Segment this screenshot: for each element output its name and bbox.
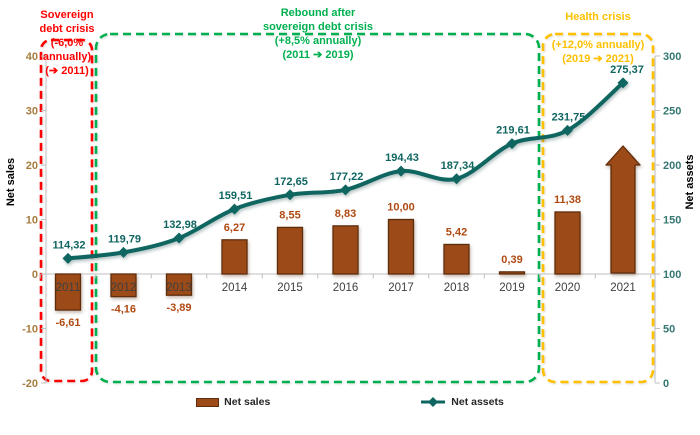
line-marker-2015: [284, 189, 296, 201]
net-sales-bars: [54, 145, 641, 311]
left-axis-tick-label: -20: [22, 378, 38, 390]
year-label-2018: 2018: [444, 282, 470, 294]
growth-arrow-2021: [605, 145, 641, 274]
line-marker-2018: [451, 173, 462, 185]
line-marker-2016: [340, 184, 351, 196]
bar-2012: [110, 273, 137, 298]
year-label-2019: 2019: [499, 282, 525, 294]
line-marker-2021: [617, 77, 629, 89]
year-label-2020: 2020: [555, 282, 581, 294]
line-value-label: 275,37: [610, 64, 644, 76]
right-axis-tick-label: 0: [663, 378, 669, 390]
bar-value-label: 8,83: [335, 208, 356, 220]
net-assets-line: [62, 77, 629, 264]
line-value-label: 159,51: [219, 190, 253, 202]
bar-value-label: 10,00: [387, 202, 415, 214]
bar-swatch-icon: [196, 397, 220, 407]
legend-label: Net assets: [451, 396, 504, 408]
year-label-2013: 2013: [166, 282, 192, 294]
bar-value-label: 5,42: [446, 226, 467, 238]
bar-value-label: 8,55: [279, 209, 300, 221]
line-swatch-icon: [421, 397, 446, 407]
year-label-2016: 2016: [333, 282, 359, 294]
line-value-label: 119,79: [108, 233, 141, 245]
year-label-2011: 2011: [56, 282, 81, 294]
value-labels: -6,61 -4,16 -3,89 6,27 8,55 8,83 10,00 5,42 0,39…: [52, 64, 643, 329]
right-axis-tick-label: 150: [663, 215, 681, 227]
right-axis-tick-label: 250: [663, 106, 681, 118]
line-value-label: 187,34: [441, 160, 476, 172]
line-marker-2013: [173, 232, 185, 244]
line-value-label: 177,22: [330, 171, 364, 183]
year-label-2014: 2014: [222, 282, 248, 294]
legend-item-net-sales: Net sales: [196, 396, 270, 408]
line-value-label: 172,65: [274, 176, 308, 188]
bar-2011: [54, 273, 82, 311]
bar-2013: [165, 273, 193, 296]
bar-2017: [387, 218, 415, 275]
line-value-label: 194,43: [385, 152, 419, 164]
right-axis-tick-label: 200: [663, 160, 681, 172]
left-axis-tick-label: 40: [26, 51, 38, 63]
legend-marker: [428, 397, 439, 407]
legend-label: Net sales: [224, 396, 271, 408]
bar-2014: [221, 239, 248, 275]
annotation-box-rebound-after-crisis: [94, 32, 541, 384]
bar-2018: [443, 243, 470, 275]
line-marker-2012: [118, 246, 129, 258]
bar-value-label: 11,38: [554, 194, 581, 206]
right-axis-title: Net assets: [684, 154, 696, 210]
annotation-box-health-crisis: [541, 32, 655, 384]
line-value-label: 231,75: [552, 111, 586, 123]
bar-value-label: -6,61: [55, 317, 80, 329]
year-label-2021: 2021: [610, 282, 636, 294]
bar-value-label: 0,39: [501, 254, 522, 266]
bar-2016: [332, 225, 359, 275]
bar-2020: [554, 211, 581, 275]
left-axis-tick-label: -10: [22, 324, 38, 336]
line-value-label: 132,98: [163, 219, 197, 231]
bar-value-label: 6,27: [224, 222, 245, 234]
left-axis-tick-label: 30: [26, 106, 38, 118]
bar-2019: [498, 271, 526, 275]
bar-2015: [276, 226, 304, 275]
legend: Net sales Net assets: [0, 396, 700, 408]
line-value-label: 219,61: [496, 125, 530, 137]
year-label-2015: 2015: [277, 282, 303, 294]
left-axis-title: Net sales: [5, 157, 17, 207]
bar-value-label: -4,16: [111, 304, 136, 316]
line-marker-2014: [229, 203, 240, 215]
bar-value-label: -3,89: [166, 302, 191, 314]
right-axis-tick-label: 50: [663, 324, 675, 336]
left-axis-tick-label: 0: [32, 269, 38, 281]
year-label-2012: 2012: [111, 282, 137, 294]
line-marker-2011: [62, 252, 74, 264]
left-axis-tick-label: 10: [26, 215, 38, 227]
annotation-box-sovereign-debt-crisis: [39, 38, 94, 383]
annotation-boxes: [39, 32, 655, 384]
line-marker-2017: [395, 165, 407, 177]
line-value-label: 114,32: [52, 239, 85, 251]
right-axis-tick-label: 300: [663, 51, 681, 63]
left-axis-tick-label: 20: [26, 160, 38, 172]
right-axis-tick-label: 100: [663, 269, 681, 281]
legend-item-net-assets: Net assets: [420, 396, 504, 408]
line-marker-2019: [506, 138, 518, 150]
year-label-2017: 2017: [388, 282, 414, 294]
category-labels: 2011 2012 2013 2014 2015 2016 2017 2018 2019 2020…: [56, 282, 636, 294]
line-marker-2020: [562, 124, 573, 136]
